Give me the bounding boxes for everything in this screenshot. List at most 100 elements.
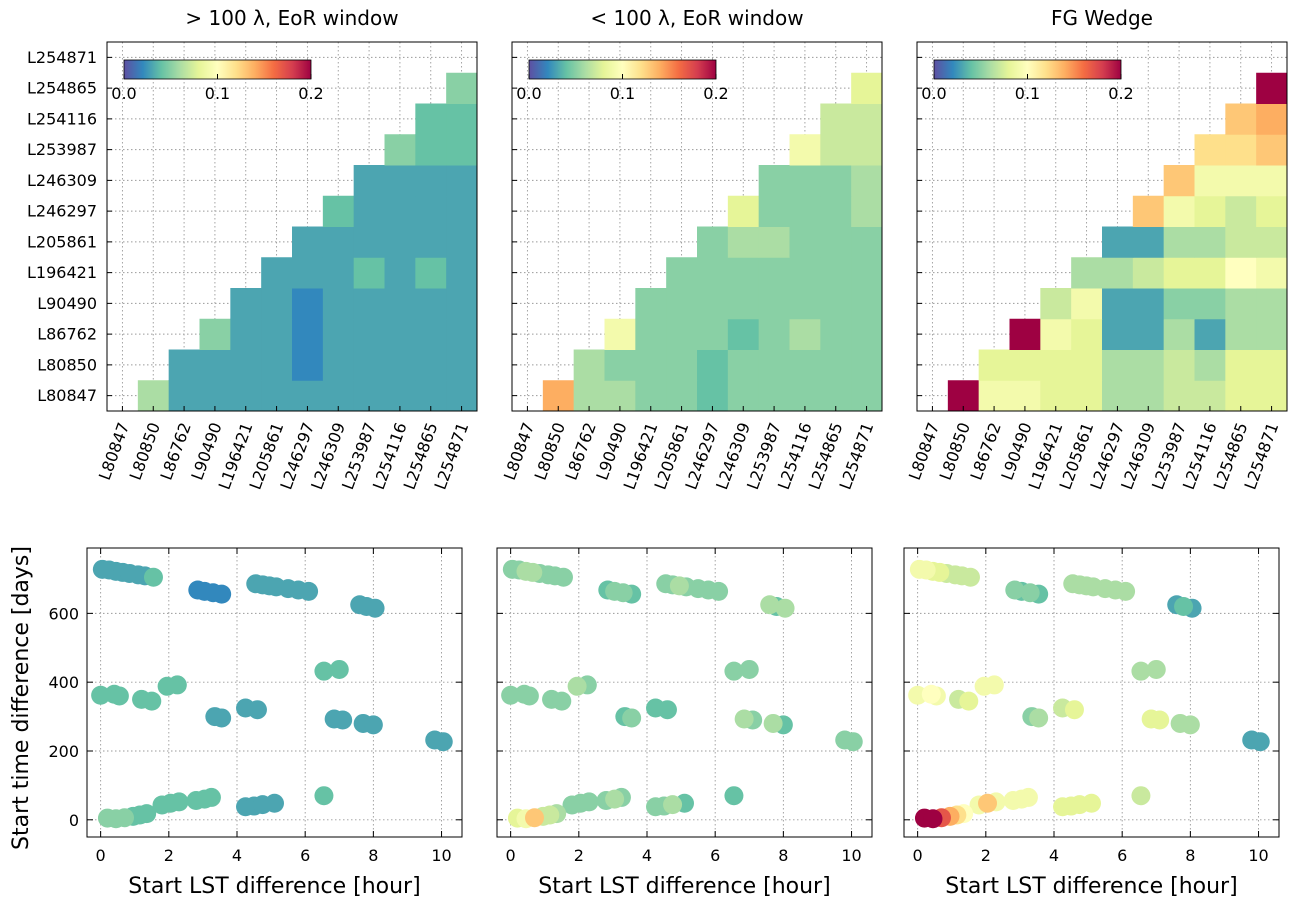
heatmap-cell (1256, 226, 1288, 258)
heatmap-cell (820, 257, 852, 289)
heatmap-cell (1163, 318, 1195, 350)
heatmap-cell (446, 226, 478, 258)
y-tick-label: 600 (48, 604, 79, 623)
y-tick-label: 0 (69, 811, 79, 830)
scatter-point (109, 686, 129, 706)
heatmap-cell (727, 226, 760, 258)
scatter-point (1174, 596, 1194, 616)
y-tick-label: L205861 (27, 232, 97, 251)
heatmap-cell (727, 318, 760, 350)
heatmap-cell (384, 288, 416, 320)
scatter-point (724, 786, 744, 806)
scatter-frame (86, 547, 463, 838)
scatter-point (1029, 708, 1049, 728)
heatmap-cell (697, 226, 729, 258)
heatmap-cell (199, 318, 231, 350)
panel-title: > 100 λ, EoR window (185, 6, 398, 30)
scatter-point (314, 661, 334, 681)
colorbar-tick-label: 0.0 (111, 84, 136, 103)
heatmap-cell (758, 318, 790, 350)
scatter-point (669, 576, 689, 596)
scatter-point (978, 793, 998, 813)
heatmap-cell (1102, 318, 1134, 350)
heatmap-cell (727, 349, 760, 381)
heatmap-cell (1071, 318, 1103, 350)
x-tick-label: 0 (913, 846, 923, 865)
heatmap-cell (446, 195, 478, 227)
scatter-point (1131, 661, 1151, 681)
heatmap-cell (1225, 288, 1257, 320)
heatmap-cell (635, 349, 667, 381)
heatmap-cell (1256, 318, 1288, 350)
x-axis-label: Start LST difference [hour] (128, 874, 420, 899)
heatmap-cell (820, 318, 852, 350)
heatmap-cell (261, 318, 293, 350)
heatmap-cell (758, 257, 790, 289)
heatmap-cell (666, 257, 698, 289)
scatter-point (329, 659, 349, 679)
heatmap-cell (789, 257, 821, 289)
heatmap-frame (511, 41, 883, 412)
heatmap-cell (666, 288, 698, 320)
heatmap-cell (446, 134, 478, 166)
heatmap-cell (384, 134, 416, 166)
heatmap-cell (292, 318, 324, 350)
heatmap-cell (1102, 226, 1134, 258)
heatmap-cell (820, 134, 852, 166)
heatmap-cell (1102, 257, 1134, 289)
heatmap-cell (697, 257, 729, 289)
heatmap-cell (1163, 165, 1195, 197)
scatter-frame (903, 547, 1280, 838)
heatmap-cell (604, 349, 636, 381)
heatmap-cell (261, 349, 293, 381)
y-tick-label: 200 (48, 742, 79, 761)
heatmap-cell (820, 349, 852, 381)
heatmap-cell (292, 257, 324, 289)
heatmap-cell (758, 349, 790, 381)
heatmap-cell (1132, 195, 1165, 227)
heatmap-cell (1225, 349, 1257, 381)
heatmap-cell (1040, 318, 1072, 350)
heatmap-cell (1194, 257, 1226, 289)
scatter-point (212, 708, 232, 728)
colorbar-tick-label: 0.0 (921, 84, 946, 103)
heatmap-cell (1009, 318, 1041, 350)
heatmap-cell (415, 318, 447, 350)
heatmap-cell (789, 226, 821, 258)
heatmap-cell (384, 257, 416, 289)
x-tick-label: 10 (841, 846, 861, 865)
heatmap-cell (820, 165, 852, 197)
scatter-point (1250, 732, 1270, 752)
heatmap-cell (415, 226, 447, 258)
heatmap-panels: L80847L80847L80850L80850L86762L86762L904… (27, 6, 1288, 492)
colorbar-tick-label: 0.0 (516, 84, 541, 103)
heatmap-cell (1225, 257, 1257, 289)
heatmap-cell (353, 165, 385, 197)
scatter-point (760, 595, 780, 615)
y-tick-label: L90490 (37, 294, 97, 313)
scatter-point (143, 567, 163, 587)
heatmap-cell (789, 349, 821, 381)
scatter-point (115, 808, 134, 828)
heatmap-cell (199, 349, 231, 381)
heatmap-cell (1163, 226, 1195, 258)
heatmap-cell (697, 288, 729, 320)
scatter-point (201, 787, 221, 807)
heatmap-cell (1102, 349, 1134, 381)
heatmap-cell (851, 195, 883, 227)
heatmap-cell (446, 257, 478, 289)
scatter-point (169, 792, 189, 812)
heatmap-cell (446, 165, 478, 197)
scatter-point (657, 700, 677, 720)
colorbar-tick-label: 0.1 (1015, 84, 1040, 103)
y-tick-label: L254865 (27, 79, 97, 98)
heatmap-cell (384, 226, 416, 258)
colorbar-tick-label: 0.2 (703, 84, 728, 103)
heatmap-cell (1071, 257, 1103, 289)
scatter-point (299, 581, 319, 601)
heatmap-cell (727, 257, 760, 289)
heatmap-cell (353, 318, 385, 350)
heatmap-cell (446, 103, 478, 135)
scatter-point (916, 560, 936, 580)
heatmap-cell (261, 288, 293, 320)
